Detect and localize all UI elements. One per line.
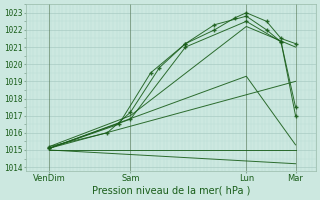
X-axis label: Pression niveau de la mer( hPa ): Pression niveau de la mer( hPa ) (92, 186, 250, 196)
